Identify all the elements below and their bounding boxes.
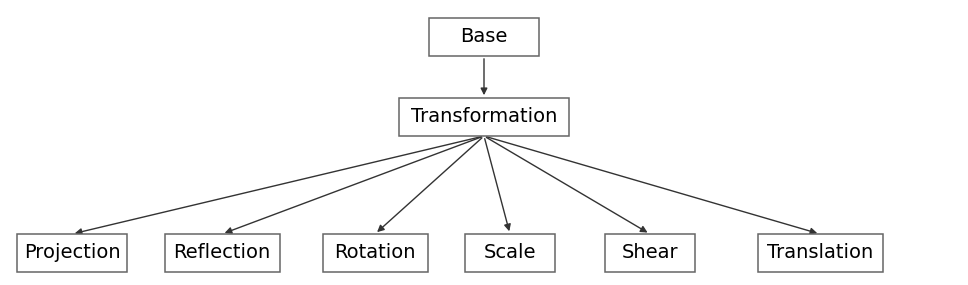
FancyBboxPatch shape	[758, 234, 883, 272]
Text: Projection: Projection	[23, 243, 120, 262]
Text: Shear: Shear	[621, 243, 679, 262]
Text: Transformation: Transformation	[410, 107, 558, 127]
FancyBboxPatch shape	[399, 98, 569, 136]
FancyBboxPatch shape	[429, 18, 539, 56]
FancyBboxPatch shape	[465, 234, 555, 272]
FancyBboxPatch shape	[165, 234, 280, 272]
Text: Base: Base	[461, 27, 507, 46]
Text: Translation: Translation	[767, 243, 873, 262]
Text: Scale: Scale	[484, 243, 536, 262]
Text: Reflection: Reflection	[173, 243, 271, 262]
Text: Rotation: Rotation	[334, 243, 415, 262]
FancyBboxPatch shape	[605, 234, 695, 272]
FancyBboxPatch shape	[322, 234, 428, 272]
FancyBboxPatch shape	[17, 234, 127, 272]
